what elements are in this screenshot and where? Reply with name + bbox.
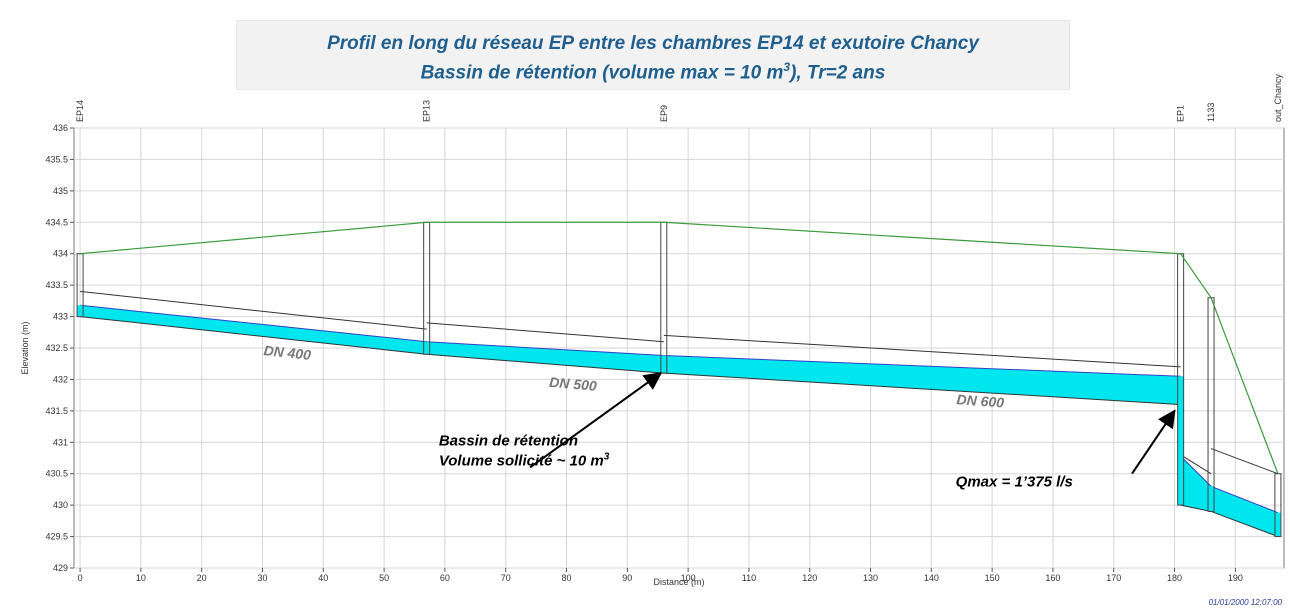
node-label: EP9 xyxy=(659,105,669,122)
x-tick-label: 170 xyxy=(1106,573,1121,583)
chart-title-box: Profil en long du réseau EP entre les ch… xyxy=(236,20,1070,90)
manhole-node xyxy=(660,221,668,374)
water-fill-layer xyxy=(80,305,1278,537)
x-tick-label: 140 xyxy=(924,573,939,583)
x-tick-label: 80 xyxy=(562,573,572,583)
grid xyxy=(74,127,1284,569)
node-water-fill xyxy=(1208,486,1215,512)
y-tick-label: 431 xyxy=(53,437,68,447)
y-tick-label: 430.5 xyxy=(45,469,68,479)
annotation-text: Qmax = 1’375 l/s xyxy=(956,473,1073,490)
node-label: EP14 xyxy=(75,100,85,122)
axis-ticks-layer: 0 10 20 30 40 50 60 70 80 90 100 110 120 130 140 150 160… xyxy=(45,123,1242,583)
annotation-text: Volume sollicité ~ 10 m3 xyxy=(439,451,610,469)
water-surface-line xyxy=(1210,485,1279,514)
x-tick-label: 10 xyxy=(136,573,146,583)
y-tick-label: 432.5 xyxy=(45,343,68,353)
node-water-fill xyxy=(423,341,430,355)
water-surface-line xyxy=(663,355,1181,377)
x-tick-label: 20 xyxy=(197,573,207,583)
pipe-diameter-label: DN 500 xyxy=(549,374,598,394)
water-surface-line xyxy=(426,341,664,357)
pipe-crown-line xyxy=(1210,448,1279,475)
pipe-invert-line xyxy=(80,316,427,355)
water-fill xyxy=(80,305,427,355)
water-fill xyxy=(1211,486,1278,537)
pipe-diameter-label: DN 600 xyxy=(956,391,1005,410)
y-tick-label: 433.5 xyxy=(45,280,68,290)
pipe-invert-line xyxy=(1210,510,1279,538)
manhole-node xyxy=(423,221,431,355)
y-axis-label: Elevation (m) xyxy=(20,321,30,374)
water-surface-line xyxy=(1180,455,1212,487)
y-tick-label: 429.5 xyxy=(45,532,68,542)
node-label: out_Chancy xyxy=(1273,73,1283,122)
ground-line-layer xyxy=(80,221,1279,474)
x-tick-label: 130 xyxy=(863,573,878,583)
annotation-superscript: 3 xyxy=(604,451,610,462)
x-tick-label: 100 xyxy=(681,573,696,583)
timestamp: 01/01/2000 12:07:00 xyxy=(1208,598,1282,607)
manhole-node xyxy=(1207,297,1215,512)
pipe-crown-line xyxy=(80,290,427,330)
pipe-invert-line xyxy=(426,353,664,374)
x-tick-label: 0 xyxy=(78,573,83,583)
chart-title-superscript: 3 xyxy=(783,60,791,74)
water-surface-line xyxy=(80,304,427,343)
annotation-text-main: Volume sollicité ~ 10 m xyxy=(439,452,604,469)
pipe-invert-line xyxy=(1180,504,1212,512)
node-water-fill xyxy=(77,305,84,317)
annotation-arrow xyxy=(529,372,663,469)
pipe-layer xyxy=(80,290,1279,538)
node-water-fill xyxy=(1274,512,1281,537)
x-tick-label: 30 xyxy=(257,573,267,583)
x-axis-label: Distance (m) xyxy=(653,577,704,587)
node-water-fill xyxy=(660,355,667,374)
pipe-crown-line xyxy=(663,334,1181,368)
annotation-arrow xyxy=(1131,409,1176,475)
x-tick-label: 190 xyxy=(1228,573,1243,583)
x-tick-label: 70 xyxy=(501,573,511,583)
chart-title-line-1: Profil en long du réseau EP entre les ch… xyxy=(327,33,979,54)
chart-title-line-2: Bassin de rétention (volume max = 10 m3)… xyxy=(237,60,1069,84)
y-tick-label: 434.5 xyxy=(45,217,68,227)
pipe-invert-line xyxy=(663,372,1181,406)
node-label: 1133 xyxy=(1206,103,1216,122)
x-tick-label: 60 xyxy=(440,573,450,583)
node-label: EP1 xyxy=(1176,105,1186,122)
x-tick-label: 40 xyxy=(318,573,328,583)
x-tick-label: 110 xyxy=(742,573,756,583)
label-layer: DN 400 DN 500 DN 600 xyxy=(263,342,1005,410)
x-tick-label: 50 xyxy=(379,573,389,583)
x-tick-label: 90 xyxy=(622,573,632,583)
x-tick-label: 180 xyxy=(1167,573,1182,583)
x-tick-label: 120 xyxy=(802,573,817,583)
water-fill xyxy=(663,355,1181,405)
y-tick-label: 432 xyxy=(53,374,68,384)
y-tick-label: 431.5 xyxy=(45,406,68,416)
y-tick-label: 430 xyxy=(53,500,68,510)
y-tick-label: 433 xyxy=(53,312,68,322)
y-tick-label: 435.5 xyxy=(45,154,68,164)
ground-line xyxy=(80,221,1279,474)
x-tick-label: 150 xyxy=(985,573,1000,583)
node-label: EP13 xyxy=(422,100,432,122)
chart-title-line-2-main: Bassin de rétention (volume max = 10 m xyxy=(420,62,784,84)
node-water-fill xyxy=(1177,376,1184,506)
y-tick-label: 429 xyxy=(53,563,68,573)
water-fill xyxy=(1180,456,1212,512)
y-tick-label: 434 xyxy=(53,249,68,259)
annotation-layer: Bassin de rétention Volume sollicité ~ 10… xyxy=(439,372,1176,490)
y-tick-label: 436 xyxy=(53,123,68,133)
pipe-crown-line xyxy=(426,322,664,343)
water-fill xyxy=(426,341,664,374)
x-tick-label: 160 xyxy=(1045,573,1060,583)
pipe-diameter-label: DN 400 xyxy=(263,342,312,363)
chart-title-line-2-suffix: ), Tr=2 ans xyxy=(790,62,886,84)
y-tick-label: 435 xyxy=(53,186,68,196)
pipe-crown-line xyxy=(1180,454,1212,475)
annotation-text: Bassin de rétention xyxy=(439,432,578,449)
node-layer: EP14 EP13 EP9 EP1 1133 out_Chancy xyxy=(75,73,1283,538)
